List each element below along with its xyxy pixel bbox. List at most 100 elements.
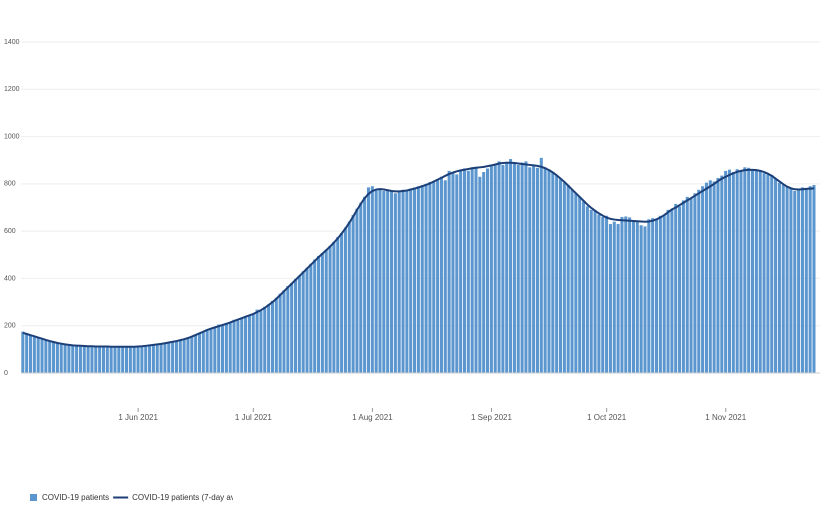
bar [132,346,136,373]
bar [270,300,274,373]
bar [128,346,132,373]
bar [370,186,374,373]
bar [493,163,497,373]
bar [86,346,90,373]
bar [797,190,801,373]
bar [182,339,186,373]
x-tick-label: 1 Sep 2021 [471,413,512,422]
bar [117,346,121,373]
y-tick-label: 200 [4,323,16,330]
y-tick-label: 800 [4,181,16,188]
bar [555,175,559,373]
bar [240,317,244,373]
bar [474,166,478,373]
bar [36,337,40,373]
bar [201,331,205,373]
bar [501,164,505,373]
y-tick-label: 400 [4,275,16,282]
bar [40,338,44,373]
bar [71,345,75,373]
bar [48,340,52,373]
bar [186,337,190,373]
legend-label: COVID-19 patients (7-day average [132,493,256,502]
bar [332,241,336,373]
bar [459,169,463,373]
bar [462,168,467,373]
bar [393,193,397,373]
bar [328,245,332,373]
bar [401,189,405,373]
bar [658,215,662,373]
bar [420,185,424,373]
bar [290,283,294,373]
bar [612,221,616,373]
bar [144,345,148,373]
bar [309,263,313,373]
bar [313,259,317,373]
bar [616,224,620,373]
bar [78,346,82,373]
bar [654,218,659,373]
bar [340,233,344,373]
bar [101,346,105,373]
bar [213,326,217,373]
bar [351,215,355,373]
bar [247,315,251,373]
average-line [22,161,815,348]
x-tick-label: 1 Aug 2021 [352,413,393,422]
bar [336,237,340,373]
bar [121,346,125,373]
bar [582,201,586,373]
bar [551,172,555,373]
bar [547,169,551,373]
bar [82,346,86,373]
legend-label: COVID-19 patients [42,493,109,502]
bar [470,167,474,373]
bar [793,190,797,373]
bar [259,311,263,373]
bar [697,189,701,373]
bar [774,179,778,373]
bar [528,167,532,373]
bar [486,168,490,373]
bar [666,209,670,373]
bar [320,252,324,373]
bar [497,161,501,373]
bar [558,179,563,373]
bar [520,162,524,373]
bar [781,185,785,373]
bar [482,172,486,373]
bar [674,203,678,373]
bar [639,225,643,373]
bar [432,181,436,373]
bar [762,173,766,373]
bar [651,218,655,373]
bar [301,271,305,373]
bar [171,342,175,373]
bar [221,325,225,373]
bar [178,339,182,373]
bar [105,346,109,373]
bar [593,210,597,373]
bar [532,164,536,373]
bar [455,174,459,373]
bar [386,189,390,373]
bar [754,170,758,373]
bar [52,342,56,373]
bar [274,297,278,373]
bar [163,343,167,373]
bar [405,190,409,373]
bar [578,196,582,373]
bar [148,345,152,373]
bar [63,344,67,373]
bar [443,180,447,373]
bar [631,221,635,373]
bar [566,185,570,373]
bar [59,343,63,373]
bar [478,176,482,373]
bar [812,185,816,373]
bar [90,346,94,373]
bar [151,345,155,373]
bar [804,188,808,373]
